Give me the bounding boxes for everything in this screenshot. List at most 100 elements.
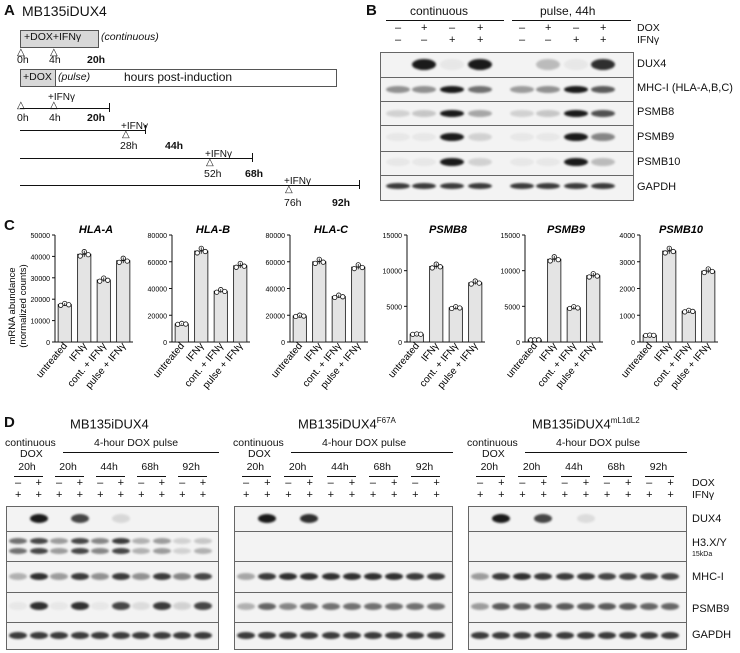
dox-sign: + xyxy=(421,22,428,34)
d-ifn-sign: + xyxy=(117,489,125,501)
d-ifn-sign: + xyxy=(158,489,166,501)
replicate-dot xyxy=(214,289,220,295)
blot-band xyxy=(412,85,436,93)
replicate-dot xyxy=(437,264,443,270)
d-ifn-sign: + xyxy=(369,489,377,501)
y-tick-label: 40000 xyxy=(31,254,51,261)
d-blot-label-mhc: MHC-I xyxy=(692,571,724,583)
d-ifn-sign: + xyxy=(646,489,653,501)
blot-band xyxy=(468,109,492,117)
blot-band xyxy=(237,631,255,639)
blot-band xyxy=(50,602,69,610)
blot-band xyxy=(564,85,588,93)
replicate-dot xyxy=(301,313,307,319)
d-timepoint-line xyxy=(14,476,43,477)
ifn-sign: + xyxy=(573,34,580,46)
y-tick-label: 4000 xyxy=(619,233,635,240)
blot-band xyxy=(427,572,446,580)
blot-band xyxy=(29,631,48,639)
category-label: untreated xyxy=(269,341,305,380)
d-timepoint-line xyxy=(368,476,399,477)
blot-band xyxy=(597,572,616,580)
dox-sign: + xyxy=(600,22,607,34)
tick-28h: △ xyxy=(122,129,130,140)
blot-band xyxy=(279,572,298,580)
time-4h: 4h xyxy=(49,54,61,66)
y-tick-label: 20000 xyxy=(31,297,51,304)
d-dox-sign: + xyxy=(582,477,590,489)
d-timepoint-line xyxy=(476,476,506,477)
ifn-label: +IFNγ xyxy=(121,121,148,132)
blot-band xyxy=(173,631,192,639)
blot-band xyxy=(279,602,298,610)
bar xyxy=(77,253,92,343)
d-pulse-label: 4-hour DOX pulse xyxy=(94,437,179,449)
blot-band xyxy=(132,602,151,610)
d-timepoint: 44h xyxy=(331,461,349,473)
d-dox-sign: + xyxy=(540,477,547,489)
blot-band xyxy=(9,572,27,580)
d-ifn-sign: + xyxy=(477,489,484,501)
blot-band xyxy=(492,572,511,580)
d-ifn-sign: + xyxy=(306,489,313,501)
y-tick-label: 50000 xyxy=(31,233,51,240)
d-timepoint-line xyxy=(137,476,166,477)
blot-band xyxy=(440,85,464,93)
blot-band xyxy=(536,58,560,70)
blot-band xyxy=(173,572,192,580)
bar xyxy=(194,250,209,343)
replicate-dot xyxy=(586,274,592,280)
bar xyxy=(233,265,248,343)
group-pulse: pulse, 44h xyxy=(540,4,596,18)
blot-band xyxy=(591,158,615,166)
blot-band xyxy=(300,513,319,523)
bar xyxy=(351,266,366,343)
blot-band xyxy=(132,631,151,639)
blot-band xyxy=(29,602,48,610)
panel-a-title: MB135iDUX4 xyxy=(22,3,107,19)
category-label: untreated xyxy=(619,341,655,380)
blot-band xyxy=(152,572,171,580)
blot-band xyxy=(534,572,553,580)
d-timepoint-line xyxy=(602,476,633,477)
blot-label-mhc: MHC-I (HLA-A,B,C) xyxy=(637,82,733,94)
d-ifn-sign: + xyxy=(519,489,526,501)
d-timepoint-line xyxy=(242,476,272,477)
replicate-dot xyxy=(312,260,318,266)
replicate-dot xyxy=(351,265,357,272)
blot-band xyxy=(564,133,588,141)
y-tick-label: 0 xyxy=(281,340,285,347)
blot-band xyxy=(321,631,340,639)
blot-band xyxy=(534,631,553,639)
blot-band xyxy=(564,58,588,70)
blot-band xyxy=(342,631,361,639)
blot-band xyxy=(237,572,255,580)
blot-band xyxy=(555,572,574,580)
blot-band xyxy=(258,631,277,639)
replicate-dot xyxy=(555,257,561,263)
d-dox-sign: + xyxy=(35,477,42,489)
d-timepoint-line xyxy=(560,476,590,477)
blot-band xyxy=(111,548,130,554)
d-dox-sign: – xyxy=(56,477,63,489)
blot-band xyxy=(440,158,464,166)
replicate-dot xyxy=(85,252,91,258)
blot-band xyxy=(510,109,534,117)
blot-band xyxy=(619,602,638,610)
y-tick-label: 15000 xyxy=(383,233,403,240)
d-ifn-sign: + xyxy=(433,489,440,501)
blot-band xyxy=(386,85,410,93)
blot-band xyxy=(386,158,410,166)
d-block-title: MB135iDUX4F67A xyxy=(298,416,396,431)
ifn-label: +IFNγ xyxy=(205,149,232,160)
blot-band xyxy=(591,109,615,117)
y-tick-label: 0 xyxy=(398,340,402,347)
dox-sign: – xyxy=(573,22,580,34)
replicate-dot xyxy=(340,294,346,300)
time-start: 52h xyxy=(204,168,222,180)
blot-band xyxy=(29,572,48,580)
bar xyxy=(57,304,72,343)
replicate-dot xyxy=(183,321,189,327)
blot-band xyxy=(555,631,574,639)
ifn-label: +IFNγ xyxy=(48,92,75,103)
